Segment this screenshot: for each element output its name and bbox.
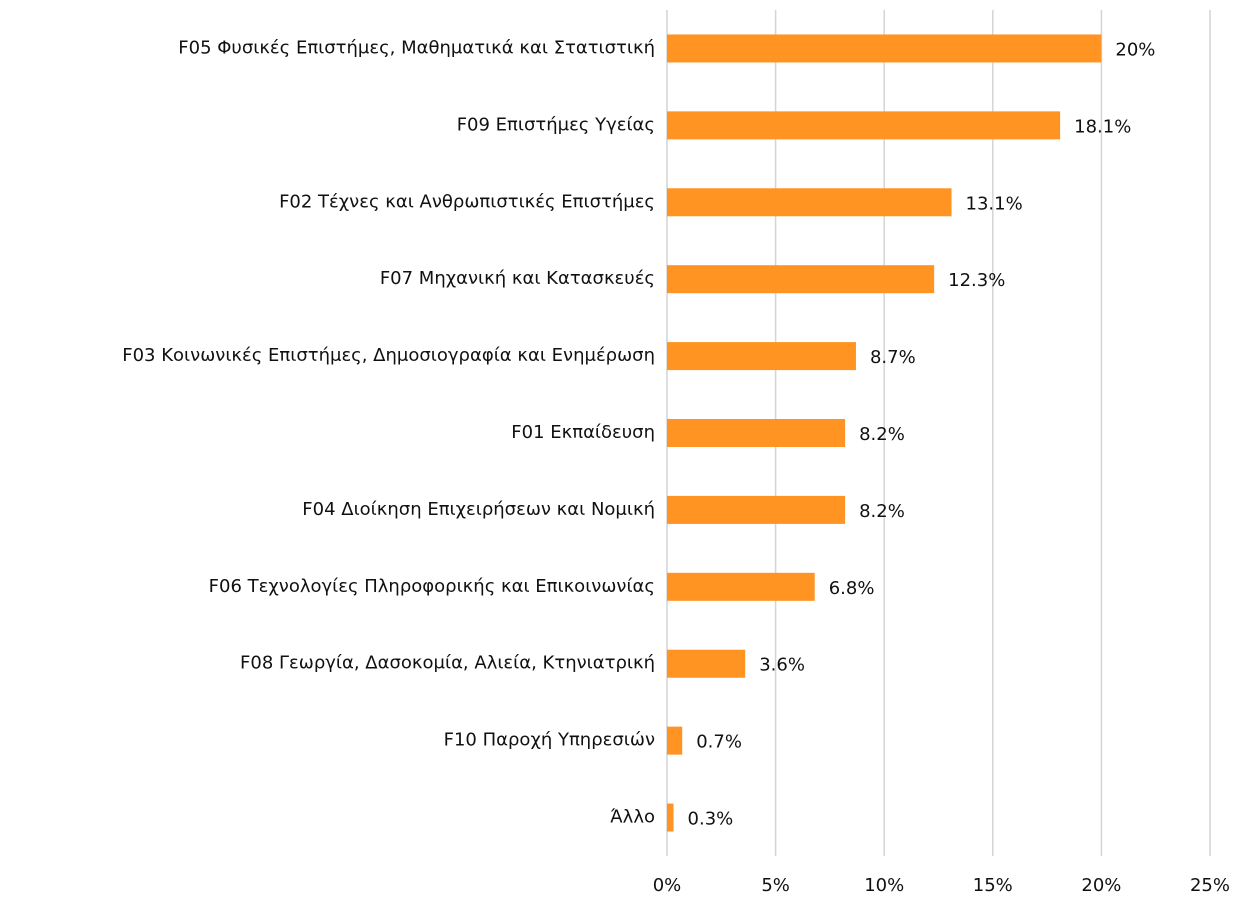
bar bbox=[667, 111, 1061, 140]
y-tick-label: F09 Επιστήμες Υγείας bbox=[457, 114, 655, 135]
bar bbox=[667, 342, 856, 371]
bar bbox=[667, 188, 952, 217]
y-tick-label: F03 Κοινωνικές Επιστήμες, Δημοσιογραφία … bbox=[122, 345, 655, 366]
x-tick-label: 25% bbox=[1190, 875, 1230, 896]
x-tick-label: 0% bbox=[653, 875, 682, 896]
y-tick-label: F02 Τέχνες και Ανθρωπιστικές Επιστήμες bbox=[279, 191, 655, 212]
x-tick-label: 15% bbox=[973, 875, 1013, 896]
x-tick-label: 10% bbox=[864, 875, 904, 896]
bar bbox=[667, 649, 746, 678]
x-tick-label: 5% bbox=[761, 875, 790, 896]
value-label: 13.1% bbox=[966, 193, 1023, 214]
bar bbox=[667, 34, 1102, 63]
value-label: 8.2% bbox=[859, 424, 905, 445]
value-label: 8.2% bbox=[859, 501, 905, 522]
value-label: 3.6% bbox=[759, 655, 805, 676]
bar bbox=[667, 419, 846, 447]
y-tick-label: F04 Διοίκηση Επιχειρήσεων και Νομική bbox=[302, 499, 655, 520]
value-label: 18.1% bbox=[1074, 116, 1131, 137]
y-tick-label: F10 Παροχή Υπηρεσιών bbox=[444, 730, 655, 751]
bar bbox=[667, 265, 935, 294]
y-tick-label: Άλλο bbox=[610, 807, 655, 828]
y-tick-label: F07 Μηχανική και Κατασκευές bbox=[380, 268, 655, 289]
value-label: 20% bbox=[1115, 39, 1155, 60]
bar bbox=[667, 726, 683, 755]
value-label: 12.3% bbox=[948, 270, 1005, 291]
x-tick-label: 20% bbox=[1081, 875, 1121, 896]
bar bbox=[667, 495, 846, 524]
value-label: 8.7% bbox=[870, 347, 916, 368]
bar bbox=[667, 572, 815, 601]
value-label: 0.7% bbox=[696, 732, 742, 753]
value-label: 0.3% bbox=[688, 809, 734, 830]
value-label: 6.8% bbox=[829, 578, 875, 599]
y-tick-label: F05 Φυσικές Επιστήμες, Μαθηματικά και Στ… bbox=[178, 37, 655, 58]
y-tick-label: F01 Εκπαίδευση bbox=[511, 422, 655, 443]
y-tick-label: F06 Τεχνολογίες Πληροφορικής και Επικοιν… bbox=[209, 576, 655, 597]
bar bbox=[667, 803, 674, 832]
y-tick-label: F08 Γεωργία, Δασοκομία, Αλιεία, Κτηνιατρ… bbox=[240, 653, 655, 674]
